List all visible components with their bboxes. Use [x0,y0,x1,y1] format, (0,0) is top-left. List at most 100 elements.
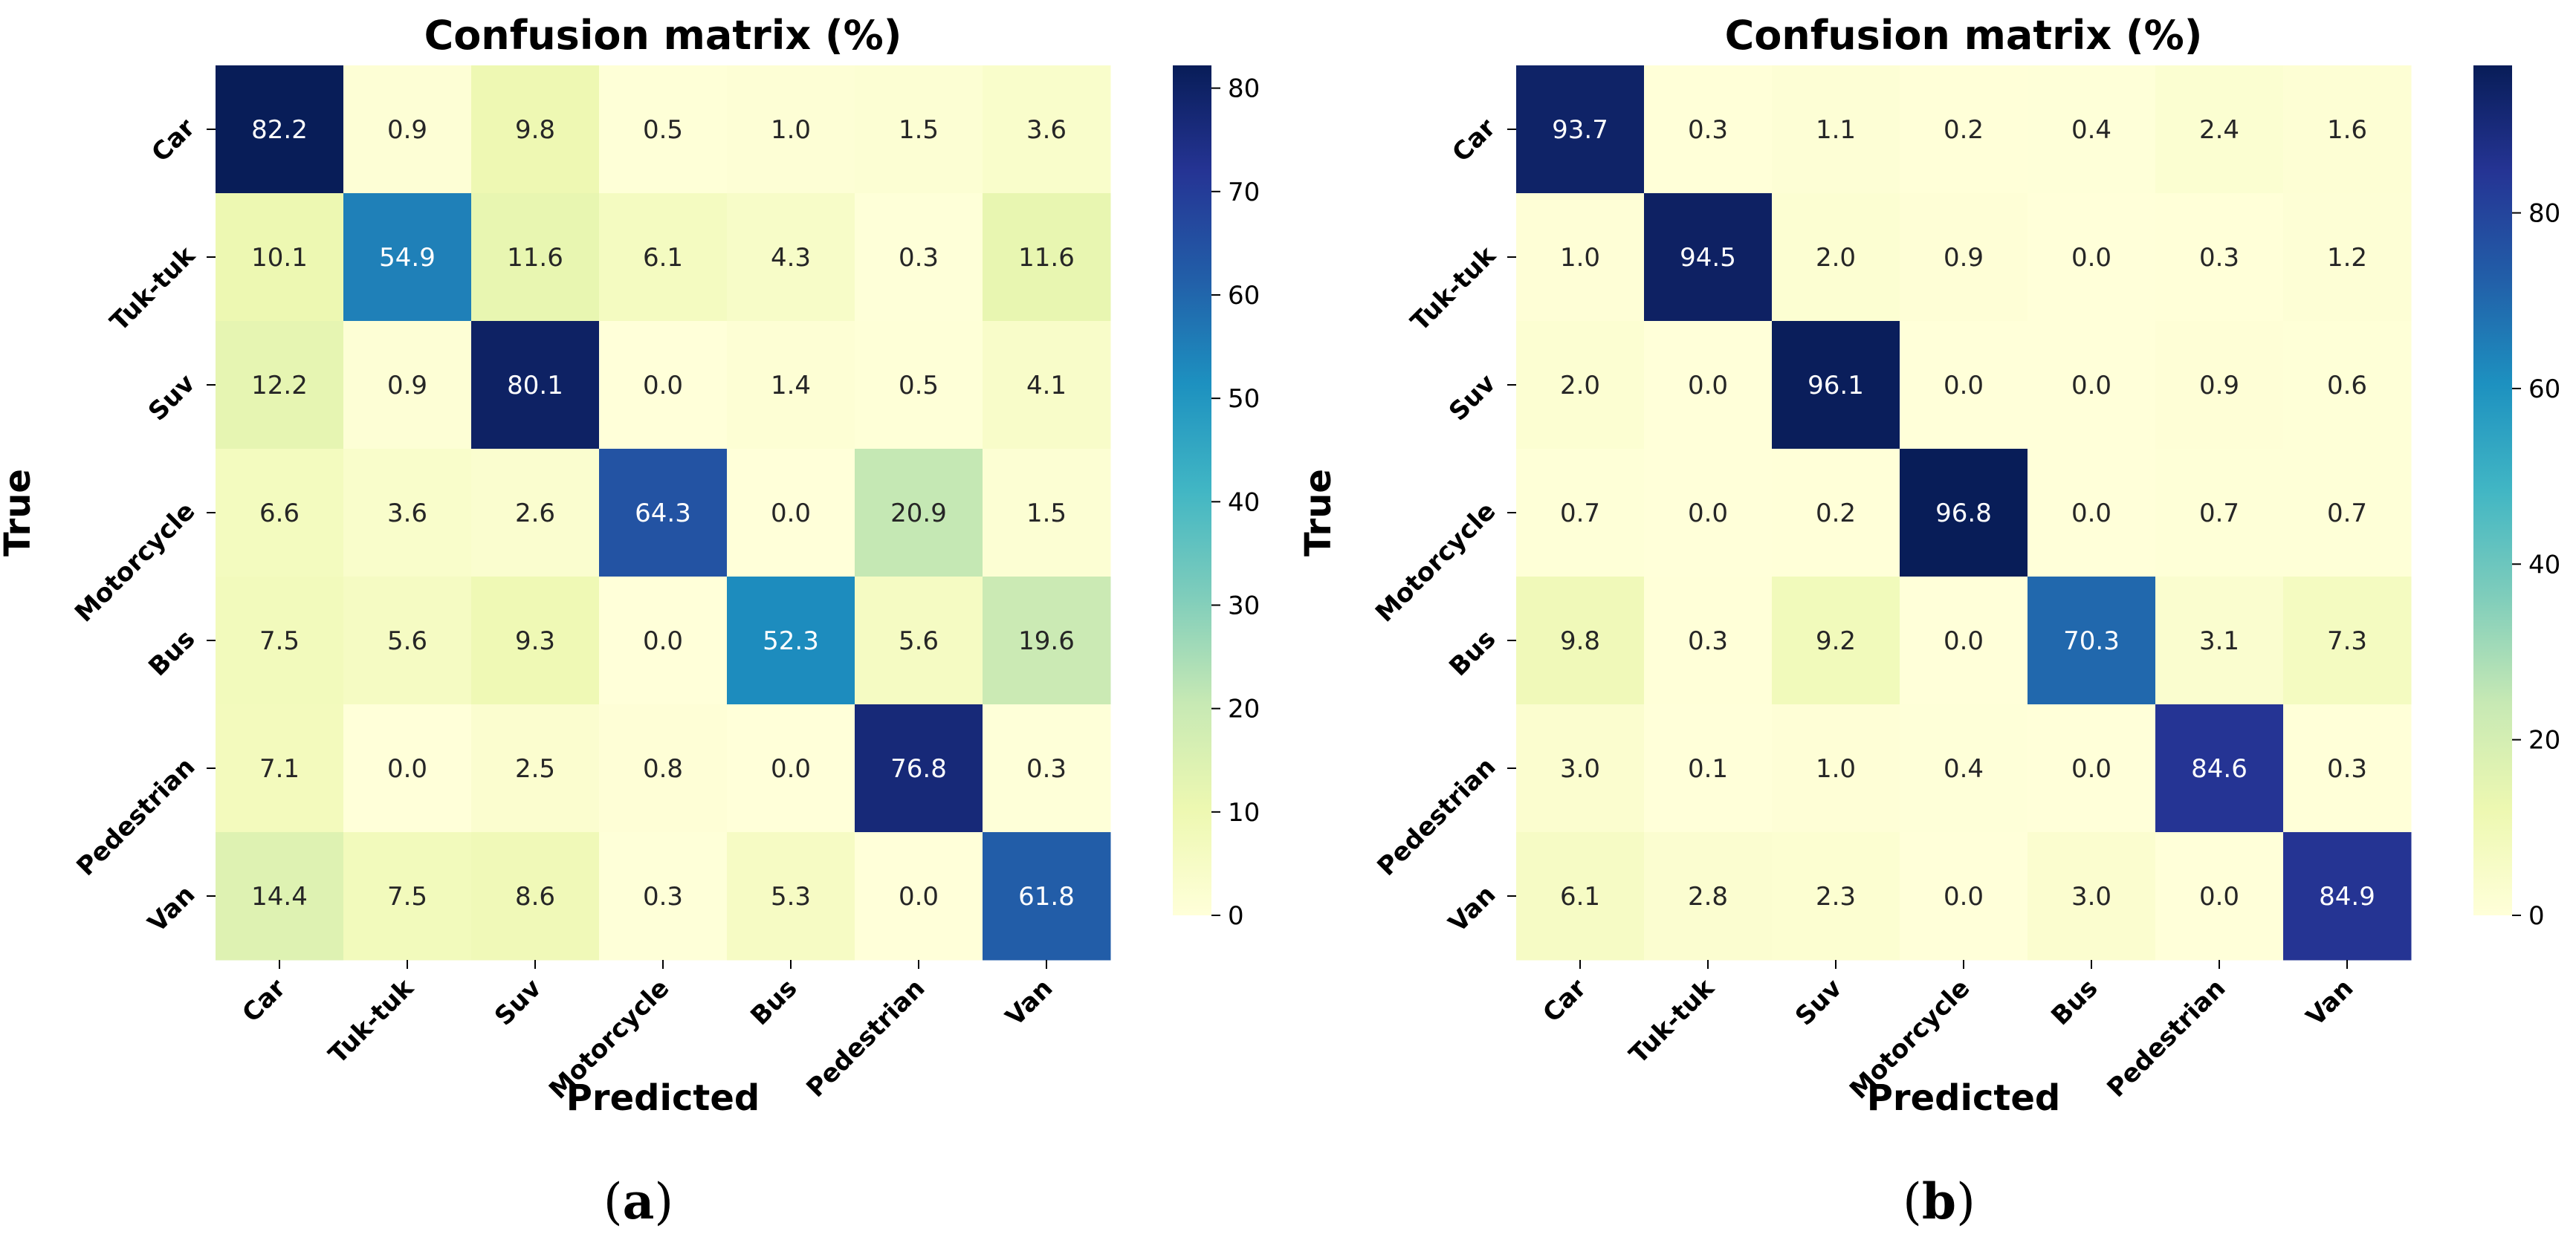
heatmap-cell [1644,577,1773,705]
y-tick-label: Bus [1443,624,1501,682]
cell-value-label: 93.7 [1552,115,1608,145]
heatmap-cell [1900,449,2028,577]
heatmap-cell [2283,321,2412,450]
x-tick-label: Pedestrian [800,973,931,1103]
colorbar [1173,65,1211,915]
cell-value-label: 7.1 [259,754,300,784]
cell-value-label: 19.6 [1018,626,1075,656]
colorbar-tick-label: 30 [1228,591,1260,620]
chart-title: Confusion matrix (%) [424,12,902,59]
heatmap-cell [1516,577,1645,705]
cell-value-label: 0.3 [1688,115,1728,145]
cell-value-label: 6.1 [643,243,683,273]
cell-value-label: 1.2 [2327,243,2367,273]
colorbar-tick-label: 10 [1228,798,1260,828]
heatmap-cell [1900,704,2028,833]
cell-value-label: 0.9 [387,371,427,400]
caption-paren-close: ) [1956,1173,1975,1230]
y-tick-label: Tuk-tuk [105,240,202,337]
cell-value-label: 1.1 [1816,115,1856,145]
chart-title: Confusion matrix (%) [1725,12,2203,59]
cell-value-label: 0.0 [2199,882,2239,912]
cell-value-label: 3.6 [1026,115,1067,145]
cell-value-label: 70.3 [2063,626,2120,656]
heatmap-cell [343,321,472,450]
cell-value-label: 0.8 [643,754,683,784]
cell-value-label: 0.3 [1688,626,1728,656]
colorbar-tick-label: 60 [1228,281,1260,311]
heatmap-cell [1772,704,1900,833]
y-axis-label: True [1298,469,1339,556]
cell-value-label: 0.6 [2327,371,2367,400]
heatmap-cell [855,193,983,322]
y-tick-label: Motorcycle [69,496,201,628]
cell-value-label: 1.4 [771,371,811,400]
heatmap-cell [727,449,855,577]
cell-value-label: 1.5 [1026,499,1067,528]
heatmap-cell [2283,193,2412,322]
cell-value-label: 0.0 [1944,626,1984,656]
heatmap-cell [1516,65,1645,194]
x-tick-label: Car [1537,973,1592,1028]
heatmap-cell [343,704,472,833]
cell-value-label: 0.4 [1944,754,1984,784]
heatmap-cell [216,704,344,833]
cell-value-label: 0.9 [387,115,427,145]
colorbar-tick-label: 70 [1228,178,1260,207]
heatmap-cell [1644,193,1773,322]
caption-letter: a [623,1172,655,1230]
colorbar-tick-label: 20 [2528,726,2560,756]
heatmap-cell [2283,704,2412,833]
cell-value-label: 9.2 [1816,626,1856,656]
cell-value-label: 1.5 [899,115,939,145]
heatmap-cell [2283,449,2412,577]
heatmap-cell [599,832,728,961]
heatmap-cell [2028,832,2156,961]
heatmap-cell [1644,65,1773,194]
heatmap-cell [983,193,1111,322]
cell-value-label: 0.7 [2199,499,2239,528]
cell-value-label: 9.8 [515,115,555,145]
cell-value-label: 3.6 [387,499,427,528]
y-tick-label: Car [1446,113,1501,168]
caption-paren-open: ( [603,1173,623,1230]
heatmap-cell [855,832,983,961]
cell-value-label: 5.6 [899,626,939,656]
heatmap-cell [2155,704,2284,833]
cell-value-label: 0.0 [387,754,427,784]
cell-value-label: 0.0 [1688,371,1728,400]
heatmap-cell [216,193,344,322]
x-tick-label: Bus [745,973,803,1031]
cell-value-label: 6.1 [1560,882,1600,912]
heatmap-cell [1772,193,1900,322]
cell-value-label: 84.6 [2191,754,2247,784]
heatmap-cell [983,65,1111,194]
cell-value-label: 0.0 [771,754,811,784]
cell-value-label: 0.0 [2071,754,2111,784]
heatmap-cell [1900,577,2028,705]
colorbar-tick-label: 40 [2528,550,2560,580]
heatmap-cell [2028,704,2156,833]
y-tick-label: Pedestrian [71,752,201,882]
heatmap-cell [1772,449,1900,577]
cell-value-label: 7.5 [387,882,427,912]
colorbar-tick-label: 40 [1228,487,1260,517]
heatmap-cell [599,704,728,833]
cell-value-label: 11.6 [507,243,563,273]
x-tick-label: Van [2300,973,2359,1032]
cell-value-label: 1.0 [771,115,811,145]
heatmap-cell [983,577,1111,705]
cell-value-label: 9.8 [1560,626,1600,656]
heatmap-cell [1644,321,1773,450]
cell-value-label: 52.3 [763,626,819,656]
cell-value-label: 0.0 [643,371,683,400]
cell-value-label: 76.8 [890,754,947,784]
cell-value-label: 0.2 [1944,115,1984,145]
cell-value-label: 2.4 [2199,115,2239,145]
heatmap-cell [1900,832,2028,961]
cell-value-label: 0.3 [2327,754,2367,784]
y-tick-label: Pedestrian [1371,752,1501,882]
y-tick-label: Suv [143,369,201,426]
y-tick-label: Van [1443,880,1501,938]
heatmap-cell [2155,832,2284,961]
